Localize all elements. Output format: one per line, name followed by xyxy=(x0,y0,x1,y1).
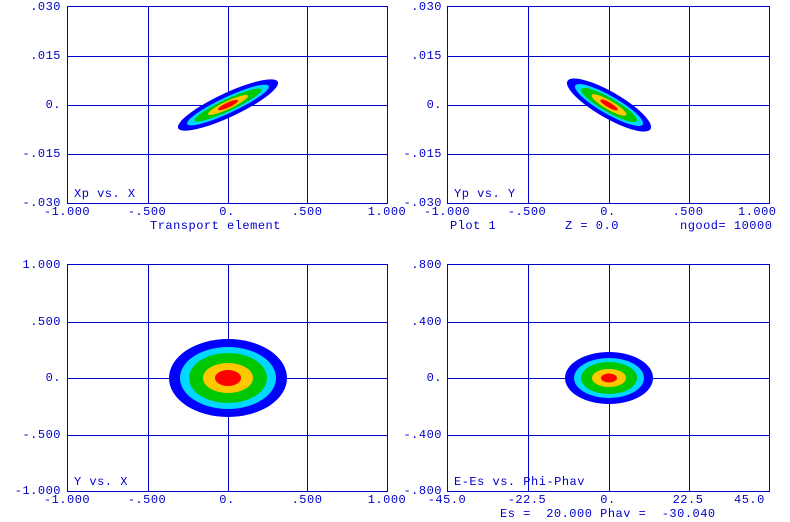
xtick: -.500 xyxy=(117,205,177,219)
ytick: 1.000 xyxy=(5,258,61,272)
info-plot: Plot 1 xyxy=(450,219,496,233)
info-z: Z = 0.0 xyxy=(565,219,619,233)
inner-label-br: E-Es vs. Phi-Phav xyxy=(454,475,585,489)
grid-h xyxy=(448,435,769,436)
ytick: -.400 xyxy=(388,428,442,442)
panel-tr: Yp vs. Y xyxy=(447,6,768,202)
panel-bl: Y vs. X xyxy=(67,264,386,490)
xtick: -1.000 xyxy=(37,493,97,507)
xtick: -45.0 xyxy=(417,493,477,507)
ytick: .400 xyxy=(388,315,442,329)
plot-area-bl: Y vs. X xyxy=(67,264,388,492)
inner-label-bl: Y vs. X xyxy=(74,475,128,489)
ytick: .500 xyxy=(5,315,61,329)
ytick: 0. xyxy=(5,98,61,112)
ytick: .030 xyxy=(388,0,442,14)
grid-h xyxy=(448,154,769,155)
ytick: -.500 xyxy=(5,428,61,442)
cluster-layer-core xyxy=(215,370,241,386)
axis-title-tl: Transport element xyxy=(150,219,281,233)
ytick: -.015 xyxy=(5,147,61,161)
plot-area-tr: Yp vs. Y xyxy=(447,6,770,204)
xtick: .500 xyxy=(658,205,718,219)
xtick: 22.5 xyxy=(658,493,718,507)
panel-tl: Xp vs. X xyxy=(67,6,386,202)
ytick: 0. xyxy=(388,98,442,112)
ytick: 0. xyxy=(388,371,442,385)
ytick: .030 xyxy=(5,0,61,14)
panel-br: E-Es vs. Phi-Phav xyxy=(447,264,768,490)
inner-label-tr: Yp vs. Y xyxy=(454,187,516,201)
grid-h xyxy=(68,56,387,57)
xtick: .500 xyxy=(277,205,337,219)
xtick: -1.000 xyxy=(37,205,97,219)
ytick: .015 xyxy=(388,49,442,63)
ytick: .015 xyxy=(5,49,61,63)
xtick: 1.000 xyxy=(738,205,790,219)
xtick: -.500 xyxy=(497,205,557,219)
xtick: -1.000 xyxy=(417,205,477,219)
xtick: -.500 xyxy=(117,493,177,507)
ytick: .800 xyxy=(388,258,442,272)
cluster-layer-core xyxy=(601,374,617,383)
xtick: -22.5 xyxy=(497,493,557,507)
xtick: 0. xyxy=(197,205,257,219)
grid-h xyxy=(68,154,387,155)
ytick: 0. xyxy=(5,371,61,385)
inner-label-tl: Xp vs. X xyxy=(74,187,136,201)
grid-h xyxy=(448,322,769,323)
xtick: 45.0 xyxy=(734,493,790,507)
info-ngood: ngood= 10000 xyxy=(680,219,772,233)
plot-area-br: E-Es vs. Phi-Phav xyxy=(447,264,770,492)
grid-h xyxy=(68,435,387,436)
xtick: 0. xyxy=(197,493,257,507)
xtick: 0. xyxy=(578,493,638,507)
grid-h xyxy=(448,56,769,57)
plot-area-tl: Xp vs. X xyxy=(67,6,388,204)
xtick: .500 xyxy=(277,493,337,507)
footer-br: Es = 20.000 Phav = -30.040 xyxy=(500,507,716,521)
xtick: 0. xyxy=(578,205,638,219)
grid-h xyxy=(68,322,387,323)
ytick: -.015 xyxy=(388,147,442,161)
